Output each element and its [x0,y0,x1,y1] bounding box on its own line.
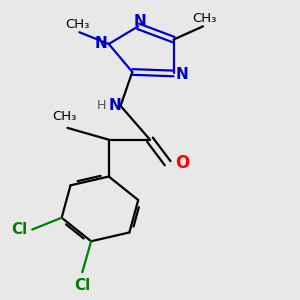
Text: CH₃: CH₃ [66,18,90,31]
Text: CH₃: CH₃ [192,12,217,25]
Text: Cl: Cl [74,278,90,293]
Text: N: N [176,68,189,82]
Text: CH₃: CH₃ [52,110,77,124]
Text: O: O [175,154,189,172]
Text: N: N [95,37,108,52]
Text: H: H [97,99,106,112]
Text: N: N [108,98,121,113]
Text: Cl: Cl [12,222,28,237]
Text: N: N [133,14,146,29]
